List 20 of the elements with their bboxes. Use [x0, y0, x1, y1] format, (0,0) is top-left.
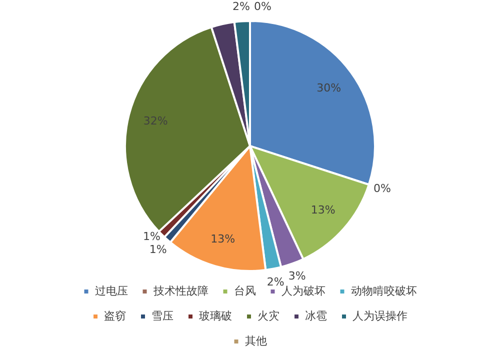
text: 0%: [373, 182, 391, 195]
text: 0%: [254, 0, 272, 13]
data-label: 13%: [210, 232, 236, 246]
legend-label: 火灾: [258, 309, 280, 322]
legend-label: 其他: [244, 334, 267, 348]
data-label: 3%: [288, 270, 306, 283]
data-label: 1%: [149, 243, 167, 256]
data-label: 30%: [316, 82, 342, 95]
legend-label: 技术性故障: [152, 284, 208, 298]
legend-label: 人为误操作: [352, 309, 408, 322]
data-label: 13%: [310, 203, 336, 216]
data-label: 2%: [232, 0, 250, 14]
legend-label: 雪压: [152, 309, 174, 322]
legend-label: 盗窃: [104, 309, 126, 322]
legend-label: 冰雹: [305, 309, 327, 322]
legend-label: 玻璃破: [199, 309, 232, 322]
legend-label: 过电压: [94, 284, 128, 298]
data-label: 1%: [142, 230, 160, 244]
legend-label: 动物啃咬破坏: [350, 284, 417, 298]
legend-label: 台风: [234, 284, 256, 298]
